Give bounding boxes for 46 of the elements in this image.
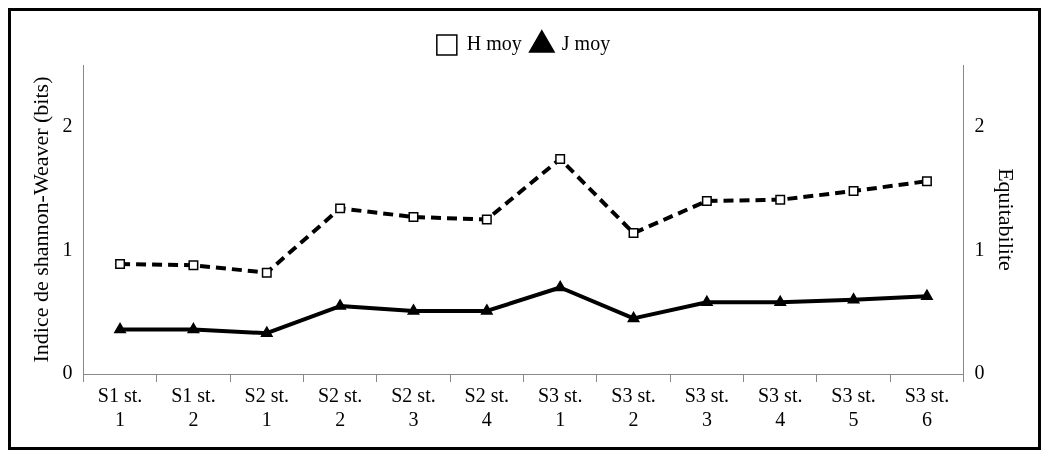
point bbox=[115, 259, 126, 269]
x-tick-label: S2 st. 2 bbox=[317, 384, 363, 431]
point bbox=[700, 295, 713, 307]
y-tick-label: 2 bbox=[62, 114, 73, 137]
point bbox=[774, 295, 787, 307]
point bbox=[554, 280, 567, 292]
point bbox=[627, 311, 640, 323]
point bbox=[848, 186, 859, 197]
point bbox=[188, 260, 199, 271]
point bbox=[335, 203, 346, 214]
point bbox=[187, 322, 200, 334]
x-tick-label: S2 st. 4 bbox=[464, 384, 510, 431]
x-tick-label: S3 st. 4 bbox=[757, 384, 803, 431]
point bbox=[480, 304, 493, 315]
y2-tick-label: 2 bbox=[974, 114, 985, 137]
x-tick-label: S2 st. 3 bbox=[391, 384, 436, 431]
point bbox=[334, 299, 347, 310]
point bbox=[775, 194, 786, 205]
point bbox=[114, 322, 127, 334]
y-axis-title: Indice de shannon-Weaver (bits) bbox=[27, 76, 53, 363]
x-tick-label: S3 st. 5 bbox=[831, 384, 876, 431]
point bbox=[555, 153, 566, 164]
point bbox=[921, 176, 932, 187]
point bbox=[408, 212, 419, 223]
x-tick-label: S3 st. 2 bbox=[611, 384, 656, 431]
point bbox=[261, 267, 272, 278]
legend-label: J moy bbox=[561, 32, 611, 56]
point bbox=[628, 228, 639, 239]
y2-tick-label: 0 bbox=[974, 361, 985, 384]
y-tick-label: 0 bbox=[62, 361, 73, 384]
legend-label: H moy bbox=[466, 32, 522, 56]
x-tick-label: S3 st. 6 bbox=[904, 384, 950, 431]
y-tick-label: 1 bbox=[62, 237, 73, 260]
x-tick-label: S1 st. 2 bbox=[171, 384, 216, 431]
y2-tick-label: 1 bbox=[974, 237, 985, 260]
point bbox=[701, 195, 712, 206]
x-tick-label: S1 st. 1 bbox=[97, 384, 143, 431]
x-tick-label: S3 st. 3 bbox=[684, 384, 730, 431]
x-tick-label: S2 st. 1 bbox=[244, 384, 290, 431]
x-tick-label: S3 st. 1 bbox=[537, 384, 583, 431]
point bbox=[481, 214, 492, 225]
point bbox=[920, 289, 933, 300]
point bbox=[407, 304, 420, 315]
y2-axis-title: Equitabilite bbox=[994, 168, 1020, 271]
point bbox=[847, 293, 860, 304]
point bbox=[260, 326, 273, 337]
